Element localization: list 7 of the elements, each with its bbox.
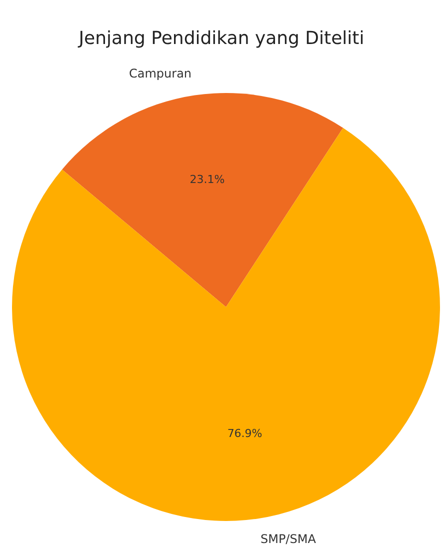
data-label: 76.9%	[227, 427, 262, 440]
data-label: 23.1%	[190, 172, 225, 186]
slice-label: Campuran	[128, 66, 192, 80]
pie-slice	[62, 93, 344, 307]
slice-label: SMP/SMA	[260, 532, 317, 546]
pie-slice	[12, 128, 440, 521]
chart-title: Jenjang Pendidikan yang Diteliti	[78, 28, 364, 49]
